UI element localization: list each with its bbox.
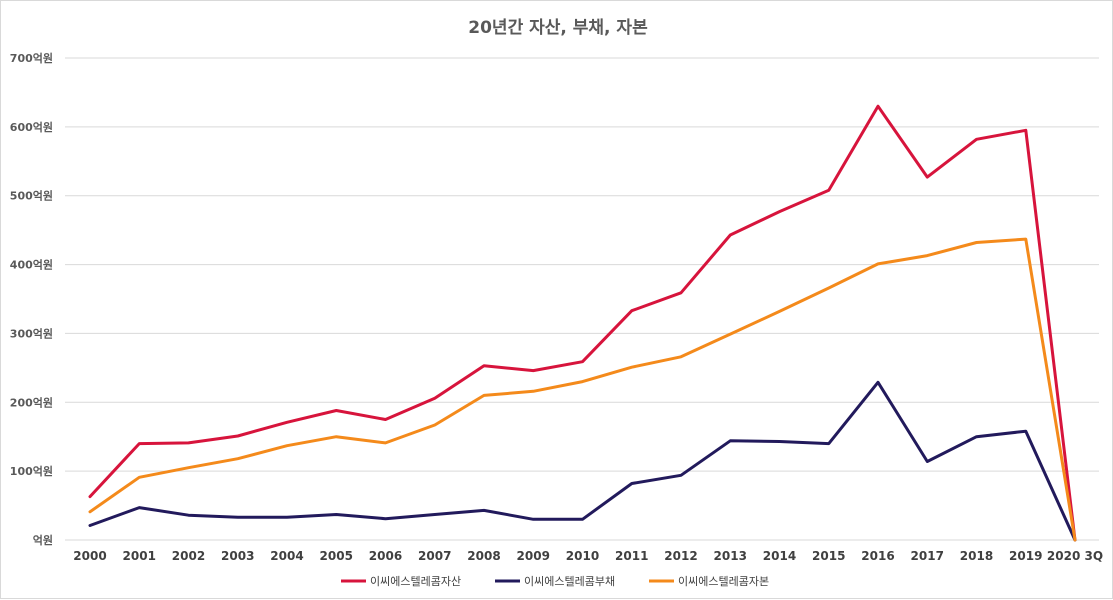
- legend: 이씨에스텔레콤자산 이씨에스텔레콤부채 이씨에스텔레콤자본: [341, 575, 769, 588]
- legend-label: 이씨에스텔레콤자본: [678, 575, 769, 588]
- x-tick-label: 2019: [1009, 549, 1042, 563]
- x-tick-label: 2018: [960, 549, 993, 563]
- y-tick-label: 600억원: [10, 120, 53, 134]
- x-tick-label: 2013: [714, 549, 747, 563]
- series-line: [88, 237, 1077, 542]
- y-tick-label: 700억원: [10, 51, 53, 65]
- x-tick-label: 2001: [123, 549, 156, 563]
- series-line: [88, 380, 1077, 542]
- x-axis-ticks: 2000 2001 2002 2003 2004 2005 2006 2007 2008 2009…: [73, 549, 1103, 563]
- x-tick-label: 2017: [911, 549, 944, 563]
- chart-title: 20년간 자산, 부채, 자본: [468, 18, 648, 38]
- y-tick-label: 억원: [33, 533, 53, 547]
- legend-label: 이씨에스텔레콤부채: [524, 575, 615, 588]
- gridlines: [65, 57, 1099, 541]
- legend-label: 이씨에스텔레콤자산: [370, 575, 461, 588]
- x-tick-label: 2010: [566, 549, 599, 563]
- x-tick-label: 2015: [812, 549, 845, 563]
- x-tick-label: 2012: [664, 549, 697, 563]
- y-tick-label: 500억원: [10, 189, 53, 203]
- x-tick-label: 2016: [861, 549, 894, 563]
- x-tick-label: 2014: [763, 549, 796, 563]
- x-tick-label: 2004: [270, 549, 303, 563]
- series-lines: [88, 104, 1077, 542]
- y-tick-label: 300억원: [10, 326, 53, 340]
- x-tick-label: 2003: [221, 549, 254, 563]
- x-tick-label: 2020 3Q: [1047, 549, 1103, 563]
- x-tick-label: 2009: [517, 549, 550, 563]
- x-tick-label: 2005: [320, 549, 353, 563]
- x-tick-label: 2000: [73, 549, 106, 563]
- series-line: [88, 104, 1077, 542]
- x-tick-label: 2007: [418, 549, 451, 563]
- y-tick-label: 100억원: [10, 464, 53, 478]
- x-tick-label: 2006: [369, 549, 402, 563]
- x-tick-label: 2002: [172, 549, 205, 563]
- x-tick-label: 2008: [467, 549, 500, 563]
- y-tick-label: 400억원: [10, 258, 53, 272]
- y-axis-ticks: 억원 100억원 200억원 300억원 400억원 500억원 600억원 700억원: [10, 51, 53, 547]
- y-tick-label: 200억원: [10, 395, 53, 409]
- x-tick-label: 2011: [615, 549, 648, 563]
